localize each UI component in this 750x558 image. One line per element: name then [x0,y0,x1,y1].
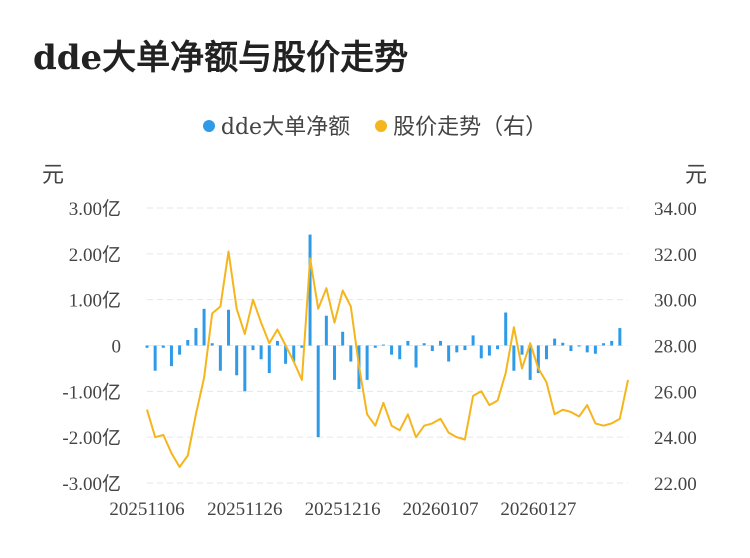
right-tick-label: 32.00 [654,245,697,266]
dde-bar [145,345,149,348]
left-tick-label: 0 [112,337,122,358]
dde-bar [593,345,597,354]
left-axis-unit: 元 [42,163,65,188]
x-tick-label: 20251126 [207,499,282,520]
right-axis-unit: 元 [685,163,708,188]
dde-bar [577,345,581,347]
dde-bar [471,335,475,346]
x-tick-label: 20251106 [109,499,184,520]
dde-bar [569,345,573,351]
dde-bar [235,345,239,376]
dde-bar [292,345,296,362]
dde-bar [398,345,402,360]
dde-bar [602,343,606,346]
dde-bar [178,345,182,355]
dde-bar [243,345,247,392]
left-tick-label: -2.00亿 [62,427,121,449]
dde-bar [610,340,614,346]
dde-bar [324,315,328,346]
dde-bar [504,312,508,346]
dde-bar [447,345,451,362]
right-tick-label: 26.00 [654,382,697,403]
dde-bar [536,345,540,373]
legend-item-price[interactable]: 股价走势（右） [375,109,547,141]
dde-bar [227,309,231,346]
dde-bar [414,345,418,368]
dde-bar [561,342,565,346]
dde-bar [618,328,622,346]
page-title: dde大单净额与股价走势 [33,38,409,78]
legend-label-dde: dde大单净额 [220,115,351,140]
dde-bar [349,345,353,362]
dde-bar [479,345,483,359]
dde-bar [259,345,263,360]
dde-bar [512,345,516,371]
dde-bar [210,343,214,346]
legend-dot-dde-icon [202,120,215,132]
dde-bar [267,345,271,373]
dde-bar [341,331,345,346]
legend-dot-price-icon [375,120,388,132]
dde-bar [520,345,524,355]
right-tick-label: 22.00 [654,474,697,495]
legend-label-price: 股价走势（右） [393,115,548,140]
left-tick-label: -3.00亿 [62,473,121,495]
dde-bar [194,328,198,346]
dde-bar [308,234,312,346]
dde-bar [438,340,442,346]
dde-bar [275,340,279,346]
right-tick-label: 34.00 [654,199,697,220]
x-tick-label: 20251216 [305,499,381,520]
dde-bar [202,308,206,346]
left-tick-label: 2.00亿 [69,244,121,266]
dde-bar [496,345,500,350]
dde-bar [373,345,377,348]
x-tick-label: 20260107 [402,499,478,520]
price-line [146,250,629,468]
left-tick-label: 1.00亿 [69,290,121,312]
x-tick-label: 20260127 [500,499,576,520]
dde-bar [544,345,548,360]
dde-bar [169,345,173,367]
dde-bar [463,345,467,351]
dde-bar [528,345,532,380]
dde-bar [186,340,190,346]
dde-bar [585,345,589,353]
left-tick-label: -1.00亿 [62,381,121,403]
dde-bar [284,345,288,364]
dde-bar [390,345,394,355]
right-tick-label: 30.00 [654,291,697,312]
dde-bar [153,345,157,371]
dde-bar [251,345,255,351]
right-tick-label: 28.00 [654,337,697,358]
dde-bar [487,345,491,356]
dde-bar [553,338,557,346]
dde-bar [455,345,459,353]
right-tick-label: 24.00 [654,428,697,449]
dde-bar [365,345,369,380]
dde-bar [430,345,434,351]
dde-bar [316,345,320,438]
legend-item-dde[interactable]: dde大单净额 [202,109,351,141]
dde-bar [422,343,426,346]
dde-bar [300,345,304,348]
legend: dde大单净额 股价走势（右） [0,109,750,141]
left-tick-label: 3.00亿 [69,198,121,220]
dde-bar [161,345,165,348]
dde-bar [381,344,385,346]
dde-bar [406,340,410,346]
dde-bar [218,345,222,371]
dde-bar [333,345,337,380]
